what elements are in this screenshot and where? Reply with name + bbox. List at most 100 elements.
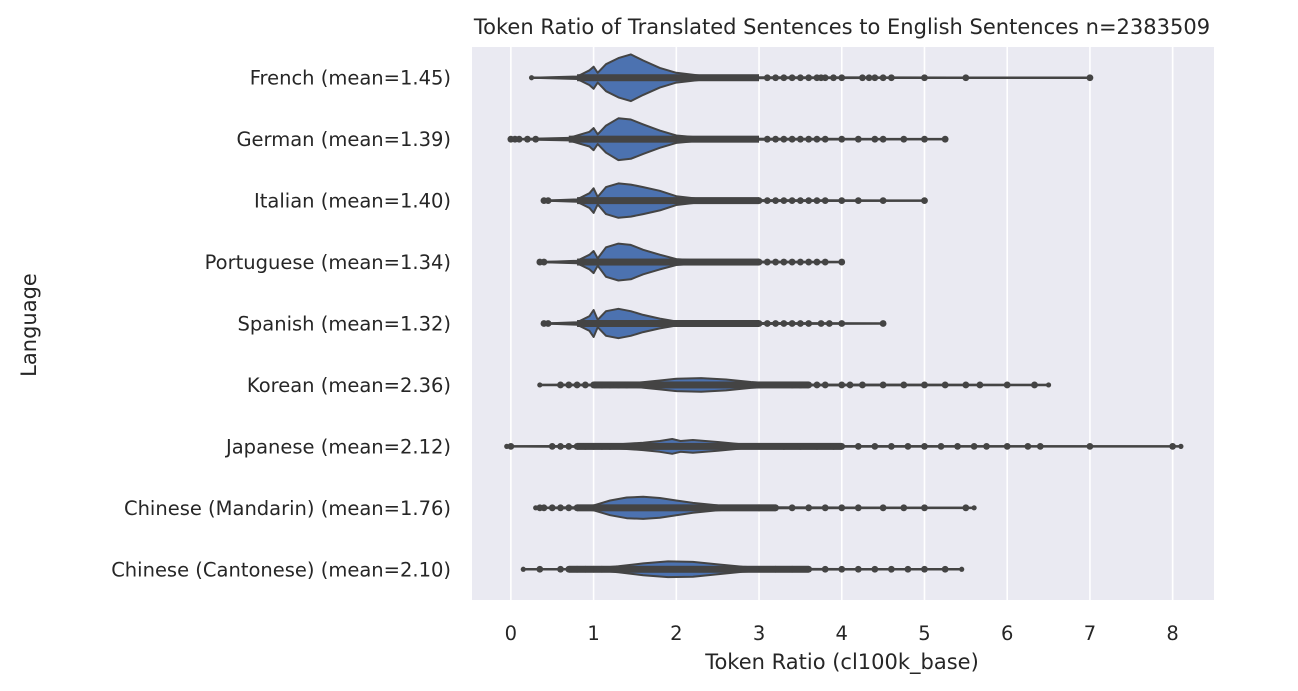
violin-point [763, 258, 771, 266]
violin-point [871, 442, 879, 450]
violin-inner-points [577, 74, 760, 82]
y-tick-label: German (mean=1.39) [236, 128, 451, 151]
violin-point [544, 320, 552, 327]
violin-point [1003, 381, 1011, 389]
violin-point [821, 197, 829, 205]
violin-point [838, 135, 846, 143]
violin-point [598, 381, 606, 389]
violin-point [780, 320, 788, 327]
violin-point [821, 565, 829, 573]
violin-point [838, 442, 846, 450]
violin-point [805, 504, 813, 512]
violin-point [796, 442, 804, 450]
violin-point [590, 442, 597, 450]
violin-point [796, 258, 804, 266]
x-tick-label-8: 8 [1166, 622, 1178, 645]
violin-point [838, 565, 846, 573]
violin-point [813, 135, 821, 143]
violin-point [557, 442, 564, 450]
violin-point [962, 504, 970, 512]
violin-point [763, 197, 771, 205]
x-tick-label-7: 7 [1084, 622, 1096, 645]
x-tick-label-3: 3 [753, 622, 765, 645]
violin-point [871, 565, 879, 573]
violin-point [606, 381, 614, 389]
violin-endpoint [533, 505, 539, 511]
violin-endpoint [839, 259, 845, 265]
violin-point [941, 565, 949, 573]
violin-inner-points [568, 135, 760, 143]
y-tick-label: Japanese (mean=2.12) [224, 435, 451, 458]
violin-point [879, 381, 887, 389]
violin-point [879, 74, 887, 82]
violin-point [954, 442, 961, 450]
violin-point [813, 381, 821, 389]
violin-point [813, 197, 821, 205]
violin-point [796, 135, 804, 143]
y-tick-labels: French (mean=1.45) German (mean=1.39) Ital… [111, 67, 451, 582]
y-tick-label: Spanish (mean=1.32) [238, 313, 451, 336]
violin-point [581, 442, 589, 450]
violin-point [772, 504, 779, 512]
violin-point [788, 258, 796, 266]
violin-point [540, 504, 548, 512]
violin-point [763, 135, 771, 143]
violin-point [838, 504, 846, 512]
violin-inner-points [577, 442, 842, 450]
violin-endpoint [1045, 382, 1052, 388]
violin-point [970, 442, 978, 450]
violin-point [813, 258, 821, 266]
x-tick-labels: 0 1 2 3 4 5 6 7 8 [505, 622, 1179, 645]
violin-point [515, 135, 523, 143]
violin-point [1024, 442, 1032, 450]
violin-endpoint [508, 136, 514, 142]
violin-point [1036, 442, 1044, 450]
x-axis-label: Token Ratio (cl100k_base) [704, 650, 979, 675]
violin-point [838, 381, 846, 389]
violin-point [796, 74, 804, 82]
violin-point [805, 258, 813, 266]
violin-point [755, 320, 763, 327]
violin-point [548, 442, 556, 450]
violin-point [780, 197, 788, 205]
violin-point [821, 135, 829, 143]
violin-point [865, 74, 873, 82]
violin-point [544, 197, 552, 205]
violin-point [838, 74, 846, 82]
x-tick-label-4: 4 [836, 622, 848, 645]
violin-point [565, 504, 573, 512]
violin-point [623, 381, 631, 389]
violin-point [879, 135, 887, 143]
y-tick-label: Chinese (Cantonese) (mean=2.10) [111, 558, 451, 581]
violin-point [788, 320, 796, 327]
violin-point [772, 320, 779, 327]
violin-point [887, 74, 895, 82]
y-tick-label: Korean (mean=2.36) [247, 374, 451, 397]
violin-point [1086, 442, 1094, 450]
violin-endpoint [1087, 75, 1093, 81]
violin-point [838, 197, 846, 205]
violin-point [796, 320, 804, 327]
violin-point [532, 135, 540, 143]
violin-point [780, 74, 788, 82]
violin-endpoint [520, 566, 526, 572]
violin-point [976, 381, 984, 389]
violin-point [821, 381, 829, 389]
violin-point [879, 504, 887, 512]
violin-point [1169, 442, 1177, 450]
violin-point [615, 381, 622, 389]
violin-inner-points [568, 565, 809, 573]
violin-point [813, 442, 821, 450]
violin-point [937, 442, 945, 450]
violin-point [788, 381, 796, 389]
violin-point [900, 381, 908, 389]
violin-point [796, 197, 804, 205]
violin-point [1031, 381, 1038, 389]
violin-point [859, 74, 866, 82]
violin-inner-points [577, 504, 776, 512]
violin-point [788, 135, 796, 143]
violin-endpoint [971, 505, 977, 511]
violin-endpoint [921, 198, 928, 204]
violin-point [755, 258, 763, 266]
